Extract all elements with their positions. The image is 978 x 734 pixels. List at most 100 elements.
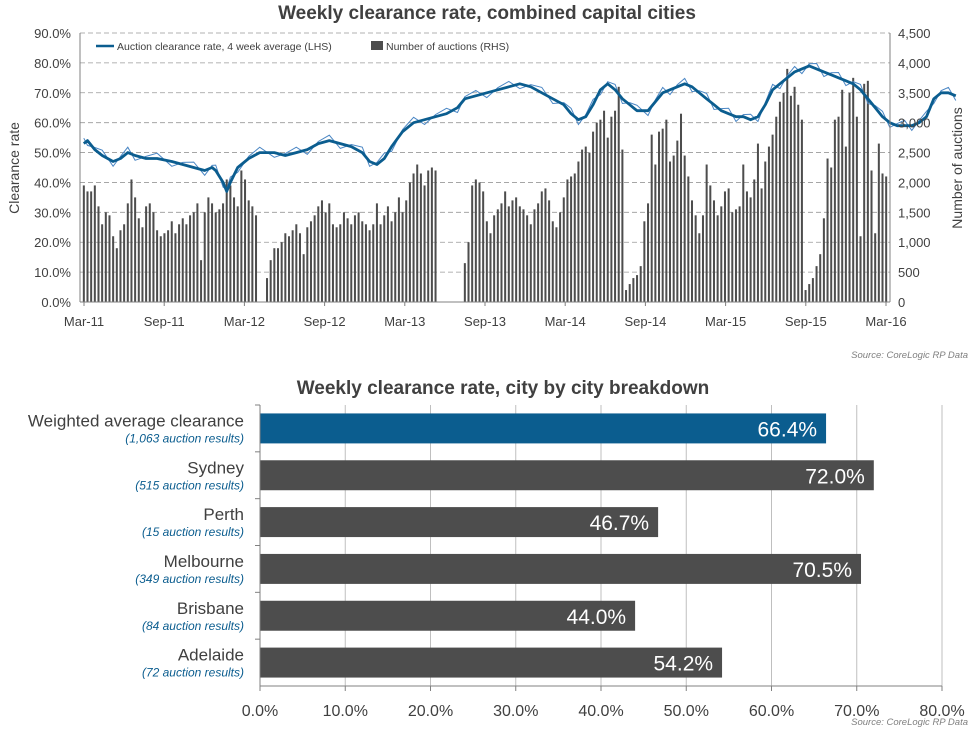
y-left-tick-label: 40.0%	[34, 175, 71, 190]
auction-bar	[200, 260, 203, 302]
auction-bar	[837, 116, 840, 302]
auction-bar	[533, 209, 536, 302]
auction-bar	[705, 164, 708, 302]
auction-bar	[90, 191, 93, 302]
auction-bar	[152, 212, 155, 302]
auction-bar	[632, 278, 635, 302]
category-sublabel: (515 auction results)	[135, 478, 244, 492]
auction-bar	[826, 158, 829, 302]
auction-bar	[606, 137, 609, 302]
auction-bar	[617, 86, 620, 302]
auction-bar	[537, 203, 540, 302]
auction-bar	[709, 185, 712, 302]
auction-bar	[859, 236, 862, 302]
city-bar	[260, 413, 827, 444]
auction-bar	[841, 89, 844, 303]
auction-bar	[145, 206, 148, 302]
city-bar	[260, 460, 874, 491]
auction-bar	[493, 215, 496, 302]
auction-bar	[394, 212, 397, 302]
x-tick-label: 60.0%	[749, 703, 794, 720]
auction-bar	[189, 215, 192, 302]
auction-bar	[511, 200, 514, 302]
x-tick-label: 0.0%	[242, 703, 278, 720]
x-tick-label: 50.0%	[664, 703, 709, 720]
category-label: Melbourne	[164, 552, 244, 571]
auction-bar	[203, 212, 206, 302]
auction-bar	[797, 104, 800, 302]
auction-bar	[222, 203, 225, 302]
auction-bar	[584, 146, 587, 302]
auction-bar	[885, 176, 888, 302]
auction-bar	[357, 212, 360, 302]
auction-bar	[771, 134, 774, 302]
auction-bar	[592, 131, 595, 302]
auction-bar	[112, 236, 115, 302]
auction-bar	[566, 179, 569, 302]
chart1-title: Weekly clearance rate, combined capital …	[278, 3, 696, 24]
auction-bar	[251, 206, 254, 302]
auction-bar	[416, 164, 419, 302]
auction-bar	[712, 200, 715, 302]
auction-bar	[676, 140, 679, 302]
x-tick-label: 70.0%	[834, 703, 879, 720]
auction-bar	[342, 212, 345, 302]
auction-bar	[478, 182, 481, 302]
auction-bar	[811, 278, 814, 302]
auction-bar	[430, 167, 433, 302]
auction-bar	[287, 236, 291, 302]
auction-bar	[683, 155, 686, 302]
y-right-tick-label: 3,500	[898, 86, 931, 101]
auction-bar	[137, 218, 140, 302]
category-sublabel: (72 auction results)	[142, 666, 244, 680]
auction-bar	[599, 119, 602, 302]
auction-bar	[397, 197, 400, 302]
auction-bar	[738, 206, 741, 302]
auction-bar	[368, 230, 371, 302]
y-right-tick-label: 4,000	[898, 56, 931, 71]
chart2-category-labels: Weighted average clearance(1,063 auction…	[28, 411, 245, 679]
chart2-title: Weekly clearance rate, city by city brea…	[297, 378, 710, 399]
auction-bar	[551, 221, 554, 302]
city-bar	[260, 647, 723, 678]
auction-bar	[229, 185, 232, 302]
auction-bar	[643, 221, 646, 302]
auction-bar	[573, 173, 576, 302]
auction-bar	[401, 212, 404, 302]
y-right-tick-label: 500	[898, 265, 920, 280]
x-tick-label: Mar-15	[705, 314, 746, 329]
auction-bar	[720, 206, 723, 302]
auction-bar	[866, 80, 869, 302]
y-right-tick-label: 0	[898, 295, 905, 310]
auction-bar	[756, 143, 759, 302]
auction-bar	[280, 242, 283, 302]
auction-bar	[324, 212, 327, 302]
auction-bar	[562, 197, 565, 302]
auction-bar	[101, 224, 104, 302]
auction-bar	[833, 119, 836, 302]
auction-bar	[507, 206, 510, 302]
chart2-city-bars: 66.4% 72.0% 46.7% 70.5% 44.0% 54.2%	[260, 413, 874, 678]
legend-bar-swatch	[371, 41, 383, 50]
auction-bar	[570, 176, 573, 302]
city-bar	[260, 553, 862, 584]
chart2-source: Source: CoreLogic RP Data	[851, 717, 968, 728]
auction-bar	[353, 215, 356, 302]
auction-bar	[793, 86, 796, 302]
category-label: Adelaide	[178, 646, 244, 665]
auction-bar	[830, 167, 833, 302]
auction-bar	[518, 206, 521, 302]
y-left-tick-label: 60.0%	[34, 116, 71, 131]
auction-bar	[639, 266, 642, 302]
x-tick-label: Mar-14	[545, 314, 586, 329]
auction-bar	[405, 200, 408, 302]
x-tick-label: 40.0%	[578, 703, 623, 720]
chart1-clearance-lines	[82, 62, 957, 193]
auction-bar	[778, 101, 781, 302]
auction-bar	[669, 161, 672, 302]
auction-bar	[522, 209, 525, 302]
x-tick-label: 10.0%	[323, 703, 368, 720]
auction-bar	[375, 203, 378, 302]
y-right-tick-label: 1,000	[898, 235, 931, 250]
auction-bar	[225, 179, 228, 302]
